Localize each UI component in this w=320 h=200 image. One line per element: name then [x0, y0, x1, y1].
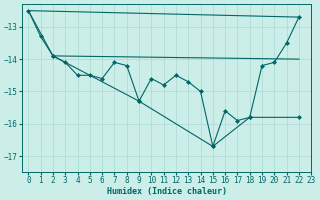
X-axis label: Humidex (Indice chaleur): Humidex (Indice chaleur) [107, 187, 227, 196]
